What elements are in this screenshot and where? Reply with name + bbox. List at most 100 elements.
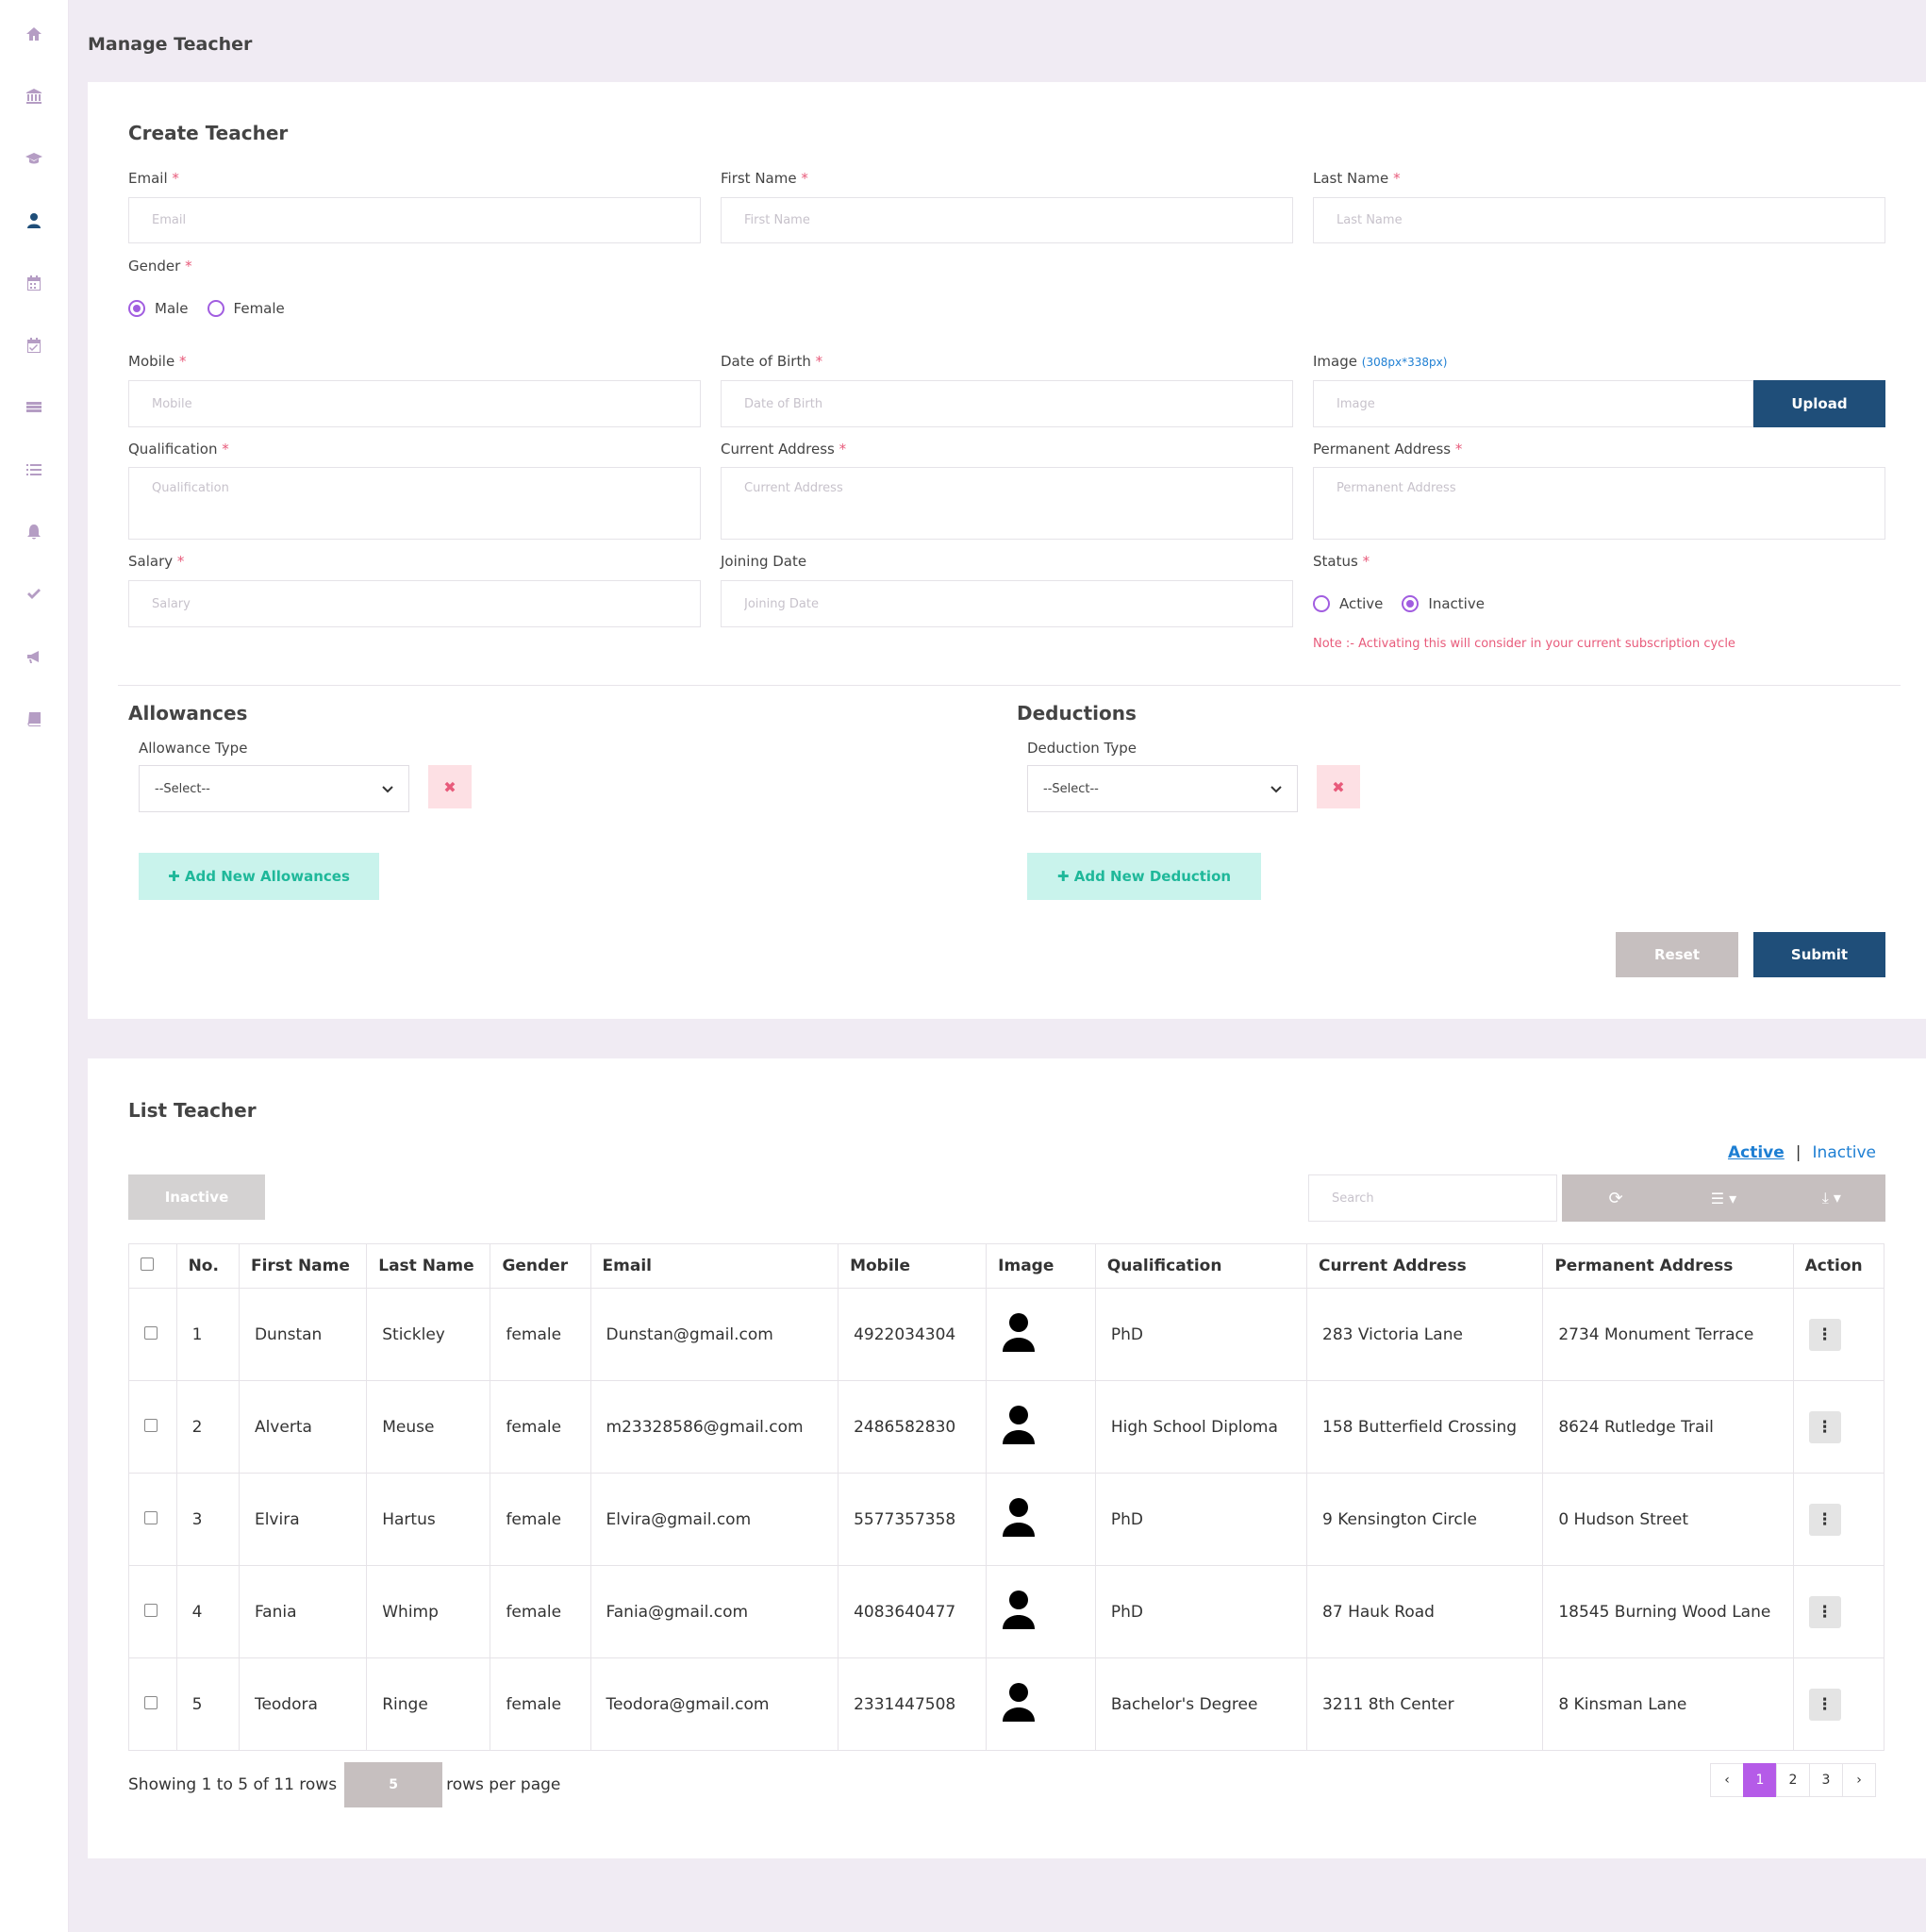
gender-male-label: Male	[155, 300, 189, 317]
calendar-icon[interactable]	[21, 270, 47, 296]
chevron-down-icon	[1270, 786, 1282, 793]
col-image[interactable]: Image	[986, 1243, 1096, 1289]
col-first-name[interactable]: First Name	[238, 1243, 368, 1289]
cell-action: ⋮	[1792, 1473, 1885, 1566]
rows-summary: Showing 1 to 5 of 11 rows	[128, 1775, 338, 1794]
select-all-checkbox[interactable]	[141, 1257, 154, 1271]
bullhorn-icon[interactable]	[21, 643, 47, 670]
mobile-input[interactable]	[128, 380, 701, 427]
check-icon[interactable]	[21, 581, 47, 608]
row-select-cell	[128, 1657, 177, 1751]
pagination-page-1[interactable]: 1	[1743, 1763, 1777, 1797]
col-permanent-address[interactable]: Permanent Address	[1542, 1243, 1794, 1289]
deduction-type-select[interactable]: --Select--	[1027, 765, 1298, 812]
gender-female-radio[interactable]	[207, 300, 224, 317]
status-label: Status *	[1313, 553, 1370, 570]
row-checkbox[interactable]	[144, 1325, 158, 1340]
reset-button[interactable]: Reset	[1616, 932, 1738, 977]
section-divider	[118, 685, 1901, 686]
row-checkbox[interactable]	[144, 1603, 158, 1617]
col-action[interactable]: Action	[1792, 1243, 1885, 1289]
col-email[interactable]: Email	[589, 1243, 839, 1289]
row-action-button[interactable]: ⋮	[1808, 1410, 1841, 1443]
col-no[interactable]: No.	[175, 1243, 240, 1289]
pagination-prev[interactable]: ‹	[1710, 1763, 1744, 1797]
remove-deduction-button[interactable]: ✖	[1317, 765, 1360, 808]
avatar-icon[interactable]	[1002, 1405, 1036, 1444]
col-gender[interactable]: Gender	[490, 1243, 591, 1289]
col-last-name[interactable]: Last Name	[366, 1243, 491, 1289]
gender-radio-group: Male Female	[128, 300, 304, 317]
col-mobile[interactable]: Mobile	[838, 1243, 988, 1289]
current-address-input[interactable]	[721, 467, 1293, 540]
cell-current-address: 87 Hauk Road	[1306, 1565, 1544, 1658]
cell-gender: female	[490, 1657, 591, 1751]
allowance-type-select[interactable]: --Select--	[139, 765, 409, 812]
user-icon[interactable]	[21, 208, 47, 234]
download-icon[interactable]: ⤓ ▾	[1821, 1189, 1841, 1207]
avatar-icon[interactable]	[1002, 1312, 1036, 1352]
home-icon[interactable]	[21, 21, 47, 47]
pagination-page-2[interactable]: 2	[1776, 1763, 1810, 1797]
columns-icon[interactable]: ☰ ▾	[1710, 1189, 1737, 1208]
row-action-button[interactable]: ⋮	[1808, 1688, 1841, 1721]
row-checkbox[interactable]	[144, 1695, 158, 1709]
add-allowance-button[interactable]: ✚ Add New Allowances	[139, 853, 379, 900]
cell-no: 3	[175, 1473, 240, 1566]
avatar-icon[interactable]	[1002, 1590, 1036, 1629]
refresh-icon[interactable]: ⟳	[1608, 1188, 1623, 1208]
more-vertical-icon: ⋮	[1817, 1509, 1834, 1529]
row-select-cell	[128, 1380, 177, 1474]
cell-gender: female	[490, 1380, 591, 1474]
calendar-check-icon[interactable]	[21, 332, 47, 358]
tab-inactive[interactable]: Inactive	[1812, 1143, 1876, 1162]
search-input[interactable]	[1308, 1174, 1557, 1222]
salary-input[interactable]	[128, 580, 701, 627]
book-icon[interactable]	[21, 706, 47, 732]
avatar-icon[interactable]	[1002, 1497, 1036, 1537]
email-input[interactable]	[128, 197, 701, 243]
qualification-input[interactable]	[128, 467, 701, 540]
bank-icon[interactable]	[21, 83, 47, 109]
table-icon[interactable]	[21, 394, 47, 421]
remove-allowance-button[interactable]: ✖	[428, 765, 472, 808]
add-deduction-button[interactable]: ✚ Add New Deduction	[1027, 853, 1261, 900]
status-inactive-radio[interactable]	[1402, 595, 1420, 612]
deduction-type-label: Deduction Type	[1027, 740, 1137, 757]
row-checkbox[interactable]	[144, 1418, 158, 1432]
page-size-button[interactable]: 5	[344, 1762, 443, 1807]
teacher-table: No. First Name Last Name Gender Email Mo…	[128, 1243, 1885, 1751]
gender-male-radio[interactable]	[128, 300, 145, 317]
graduation-cap-icon[interactable]	[21, 145, 47, 172]
last-name-input[interactable]	[1313, 197, 1885, 243]
upload-button[interactable]: Upload	[1753, 380, 1885, 427]
row-action-button[interactable]: ⋮	[1808, 1595, 1841, 1628]
cell-gender: female	[490, 1473, 591, 1566]
close-icon: ✖	[443, 777, 457, 796]
first-name-input[interactable]	[721, 197, 1293, 243]
dob-input[interactable]	[721, 380, 1293, 427]
cell-current-address: 283 Victoria Lane	[1306, 1288, 1544, 1381]
tab-active[interactable]: Active	[1727, 1143, 1785, 1162]
submit-button[interactable]: Submit	[1753, 932, 1885, 977]
first-name-label: First Name *	[721, 170, 808, 187]
cell-email: Teodora@gmail.com	[589, 1657, 839, 1751]
pagination-page-3[interactable]: 3	[1809, 1763, 1843, 1797]
status-active-radio[interactable]	[1313, 595, 1330, 612]
row-checkbox[interactable]	[144, 1510, 158, 1524]
row-action-button[interactable]: ⋮	[1808, 1503, 1841, 1536]
row-select-cell	[128, 1565, 177, 1658]
pagination-next[interactable]: ›	[1842, 1763, 1876, 1797]
avatar-icon[interactable]	[1002, 1682, 1036, 1722]
image-input[interactable]	[1313, 380, 1753, 427]
bell-icon[interactable]	[21, 519, 47, 545]
joining-date-input[interactable]	[721, 580, 1293, 627]
row-action-button[interactable]: ⋮	[1808, 1318, 1841, 1351]
col-qualification[interactable]: Qualification	[1094, 1243, 1308, 1289]
cell-mobile: 4083640477	[838, 1565, 988, 1658]
col-current-address[interactable]: Current Address	[1306, 1243, 1544, 1289]
cell-permanent-address: 0 Hudson Street	[1542, 1473, 1794, 1566]
permanent-address-input[interactable]	[1313, 467, 1885, 540]
bulk-inactive-button[interactable]: Inactive	[128, 1174, 265, 1220]
list-icon[interactable]	[21, 457, 47, 483]
